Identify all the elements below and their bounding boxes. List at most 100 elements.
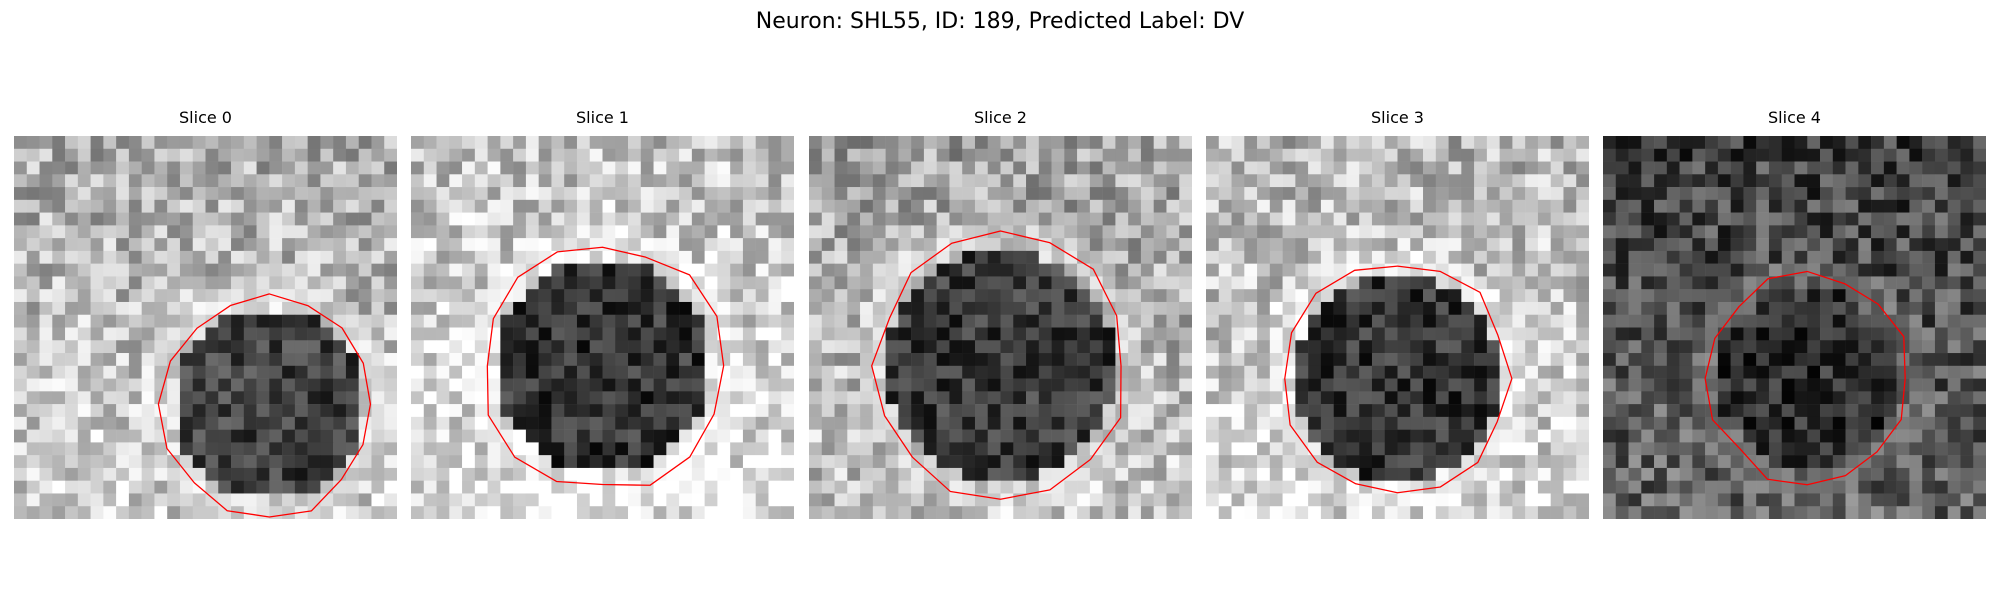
pixel bbox=[768, 327, 782, 341]
pixel bbox=[307, 480, 321, 494]
pixel bbox=[205, 250, 219, 264]
pixel bbox=[640, 416, 654, 430]
pixel bbox=[513, 365, 527, 379]
pixel bbox=[1231, 340, 1245, 354]
pixel bbox=[1871, 467, 1885, 481]
pixel bbox=[1820, 493, 1834, 507]
pixel bbox=[860, 301, 874, 315]
pixel bbox=[294, 199, 308, 213]
pixel bbox=[1768, 276, 1782, 290]
pixel bbox=[911, 404, 925, 418]
pixel bbox=[691, 199, 705, 213]
pixel bbox=[962, 276, 976, 290]
pixel bbox=[39, 238, 53, 252]
pixel bbox=[1512, 174, 1526, 188]
pixel bbox=[52, 263, 66, 277]
pixel bbox=[781, 161, 794, 175]
pixel bbox=[1346, 391, 1360, 405]
pixel bbox=[1743, 391, 1757, 405]
pixel bbox=[192, 187, 206, 201]
pixel bbox=[768, 416, 782, 430]
pixel bbox=[1128, 238, 1142, 252]
pixel bbox=[872, 238, 886, 252]
pixel bbox=[192, 174, 206, 188]
pixel bbox=[462, 174, 476, 188]
pixel bbox=[1603, 136, 1617, 150]
pixel bbox=[1845, 353, 1859, 367]
pixel bbox=[358, 340, 372, 354]
figure-title: Neuron: SHL55, ID: 189, Predicted Label:… bbox=[755, 9, 1245, 34]
pixel bbox=[90, 250, 104, 264]
pixel bbox=[1781, 250, 1795, 264]
pixel bbox=[1781, 212, 1795, 226]
pixel bbox=[1371, 250, 1385, 264]
pixel bbox=[358, 455, 372, 469]
pixel bbox=[1448, 391, 1462, 405]
pixel bbox=[1794, 212, 1808, 226]
pixel bbox=[847, 340, 861, 354]
pixel bbox=[576, 187, 590, 201]
pixel bbox=[513, 225, 527, 239]
pixel bbox=[1896, 174, 1910, 188]
pixel bbox=[1576, 263, 1589, 277]
pixel bbox=[1525, 404, 1539, 418]
pixel bbox=[77, 263, 91, 277]
pixel bbox=[205, 289, 219, 303]
pixel bbox=[1448, 212, 1462, 226]
pixel bbox=[1537, 455, 1551, 469]
pixel bbox=[1474, 276, 1488, 290]
pixel bbox=[1435, 378, 1449, 392]
pixel bbox=[1384, 212, 1398, 226]
pixel bbox=[167, 467, 181, 481]
pixel bbox=[1871, 301, 1885, 315]
pixel bbox=[1692, 327, 1706, 341]
pixel bbox=[1934, 467, 1948, 481]
pixel bbox=[691, 455, 705, 469]
pixel bbox=[1705, 493, 1719, 507]
pixel bbox=[1179, 314, 1192, 328]
pixel bbox=[320, 212, 334, 226]
pixel bbox=[742, 276, 756, 290]
pixel bbox=[538, 250, 552, 264]
pixel bbox=[1474, 225, 1488, 239]
pixel bbox=[653, 327, 667, 341]
pixel bbox=[1871, 378, 1885, 392]
pixel bbox=[487, 263, 501, 277]
pixel bbox=[103, 455, 117, 469]
pixel bbox=[1922, 467, 1936, 481]
pixel bbox=[949, 136, 963, 150]
pixel bbox=[1206, 416, 1220, 430]
pixel bbox=[371, 136, 385, 150]
pixel bbox=[1550, 340, 1564, 354]
pixel bbox=[256, 276, 270, 290]
pixel bbox=[615, 378, 629, 392]
pixel bbox=[1730, 480, 1744, 494]
pixel bbox=[1231, 161, 1245, 175]
pixel bbox=[1641, 480, 1655, 494]
pixel bbox=[1960, 148, 1974, 162]
pixel bbox=[1346, 301, 1360, 315]
pixel bbox=[1026, 391, 1040, 405]
pixel bbox=[1922, 136, 1936, 150]
pixel bbox=[847, 161, 861, 175]
pixel bbox=[205, 378, 219, 392]
pixel bbox=[1934, 276, 1948, 290]
pixel bbox=[615, 250, 629, 264]
pixel bbox=[653, 250, 667, 264]
pixel bbox=[141, 365, 155, 379]
pixel bbox=[1499, 455, 1513, 469]
pixel bbox=[269, 199, 283, 213]
pixel bbox=[962, 442, 976, 456]
pixel bbox=[1013, 455, 1027, 469]
pixel bbox=[1269, 250, 1283, 264]
pixel bbox=[411, 225, 425, 239]
pixel bbox=[730, 225, 744, 239]
pixel bbox=[77, 301, 91, 315]
pixel bbox=[1269, 442, 1283, 456]
pixel bbox=[717, 340, 731, 354]
pixel bbox=[1794, 493, 1808, 507]
pixel bbox=[39, 429, 53, 443]
pixel bbox=[1756, 378, 1770, 392]
pixel bbox=[1206, 378, 1220, 392]
pixel bbox=[1269, 301, 1283, 315]
